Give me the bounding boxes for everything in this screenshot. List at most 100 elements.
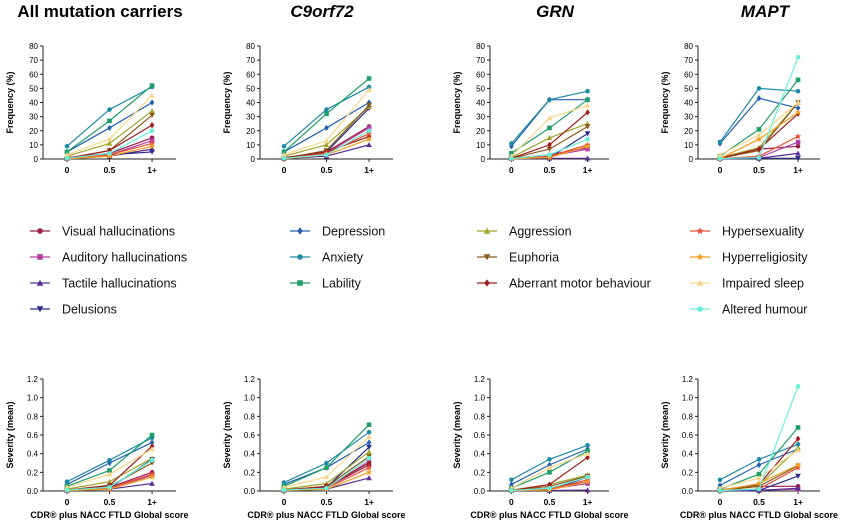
- data-point: [149, 128, 155, 134]
- data-point: [546, 146, 553, 152]
- data-point: [585, 146, 590, 152]
- data-point: [365, 464, 373, 471]
- panel-title-all-mutation-carriers: All mutation carriers: [17, 2, 182, 21]
- data-point: [366, 439, 372, 446]
- series-lability: [64, 83, 155, 155]
- series-anxiety: [509, 88, 590, 146]
- y-axis-label: Frequency (%): [222, 71, 232, 133]
- legend-marker: [36, 306, 44, 313]
- series-altered-humour: [717, 384, 801, 493]
- series-altered-humour: [717, 55, 801, 161]
- data-point: [794, 133, 802, 140]
- data-point: [795, 447, 801, 453]
- y-tick-label: 70: [246, 56, 255, 65]
- y-tick-label: 1.2: [682, 375, 694, 384]
- x-tick-label: 1+: [793, 497, 803, 507]
- y-tick-label: 60: [684, 70, 693, 79]
- y-tick-label: 0.2: [474, 468, 486, 477]
- legend-label: Anxiety: [322, 251, 364, 265]
- data-point: [107, 468, 112, 473]
- data-point: [324, 485, 329, 491]
- y-tick-label: 10: [476, 141, 485, 150]
- panel-severity-grn: 0.0 0.2 0.4 0.6 0.8 1.0 1.2 0 0.5 1+ Severity (mea…: [452, 375, 629, 520]
- legend-label: Tactile hallucinations: [62, 277, 177, 291]
- data-point: [64, 155, 70, 161]
- data-point: [795, 143, 801, 149]
- x-tick-label: 1+: [364, 165, 374, 175]
- data-point: [323, 142, 330, 148]
- y-tick-label: 50: [29, 84, 38, 93]
- legend-item-hyperreligiosity: Hyperreligiosity: [690, 251, 808, 265]
- data-point: [756, 146, 762, 153]
- data-point: [794, 464, 802, 471]
- data-point: [281, 149, 287, 155]
- data-point: [107, 118, 112, 124]
- data-point: [584, 478, 591, 485]
- data-point: [795, 442, 801, 447]
- data-point: [717, 139, 723, 145]
- series-impaired-sleep: [281, 86, 372, 158]
- panel-title-grn: GRN: [536, 2, 575, 21]
- data-point: [795, 155, 801, 162]
- data-point: [795, 485, 801, 491]
- data-point: [585, 481, 590, 486]
- panel-severity-all: 0.0 0.2 0.4 0.6 0.8 1.0 1.2 0 0.5 1+ Severity (mea…: [5, 375, 189, 520]
- data-point: [795, 88, 801, 94]
- series-impaired-sleep: [717, 99, 801, 158]
- y-tick-label: 0.0: [682, 487, 694, 496]
- y-tick-label: 1.0: [474, 394, 486, 403]
- x-axis-label: CDR® plus NACC FTLD Global score: [680, 510, 838, 520]
- data-point: [546, 154, 553, 161]
- data-point: [547, 152, 552, 158]
- y-axis-label: Severity (mean): [452, 401, 462, 468]
- y-tick-label: 10: [246, 141, 255, 150]
- data-point: [324, 124, 329, 132]
- data-point: [323, 474, 330, 480]
- series-anxiety: [281, 429, 372, 485]
- data-point: [509, 156, 514, 161]
- y-tick-label: 1.2: [244, 375, 256, 384]
- data-point: [795, 77, 801, 83]
- panel-frequency-mapt: 0 10 20 30 40 50 60 70 80 0 0.5 1+ Frequency (%): [660, 42, 820, 175]
- legend-marker: [297, 280, 303, 286]
- x-tick-label: 1+: [793, 165, 803, 175]
- data-point: [585, 442, 590, 448]
- data-point: [281, 143, 287, 149]
- legend-label: Delusions: [62, 303, 117, 317]
- data-point: [509, 151, 514, 156]
- y-tick-label: 0.6: [27, 431, 39, 440]
- x-tick-label: 0.5: [104, 497, 116, 507]
- data-point: [366, 449, 372, 455]
- data-point: [106, 471, 113, 477]
- data-point: [366, 422, 372, 428]
- legend-marker: [483, 254, 491, 261]
- panel-frequency-all: 0 10 20 30 40 50 60 70 80 0 0.5 1+ Frequency (%): [5, 42, 176, 175]
- data-point: [281, 155, 287, 161]
- data-point: [366, 76, 372, 81]
- y-tick-label: 0.6: [682, 431, 694, 440]
- data-point: [106, 136, 113, 142]
- y-tick-label: 70: [684, 56, 693, 65]
- y-tick-label: 0.8: [474, 412, 486, 421]
- data-point: [546, 135, 553, 141]
- x-tick-label: 0: [282, 497, 287, 507]
- data-point: [795, 99, 801, 105]
- y-tick-label: 0.4: [244, 450, 256, 459]
- series-altered-humour: [281, 128, 372, 161]
- data-point: [148, 473, 156, 480]
- series-depression: [509, 96, 590, 150]
- y-tick-label: 40: [29, 99, 38, 108]
- series-altered-humour: [509, 474, 590, 493]
- series-impaired-sleep: [64, 92, 155, 158]
- y-tick-label: 10: [684, 141, 693, 150]
- legend-marker: [37, 228, 43, 234]
- legend-label: Aggression: [509, 225, 572, 239]
- y-tick-label: 50: [684, 84, 693, 93]
- data-point: [149, 83, 155, 88]
- data-point: [281, 487, 287, 493]
- y-axis-label: Severity (mean): [5, 401, 15, 468]
- data-point: [717, 477, 723, 483]
- series-lability: [281, 76, 372, 155]
- data-point: [795, 435, 801, 442]
- data-point: [366, 429, 372, 435]
